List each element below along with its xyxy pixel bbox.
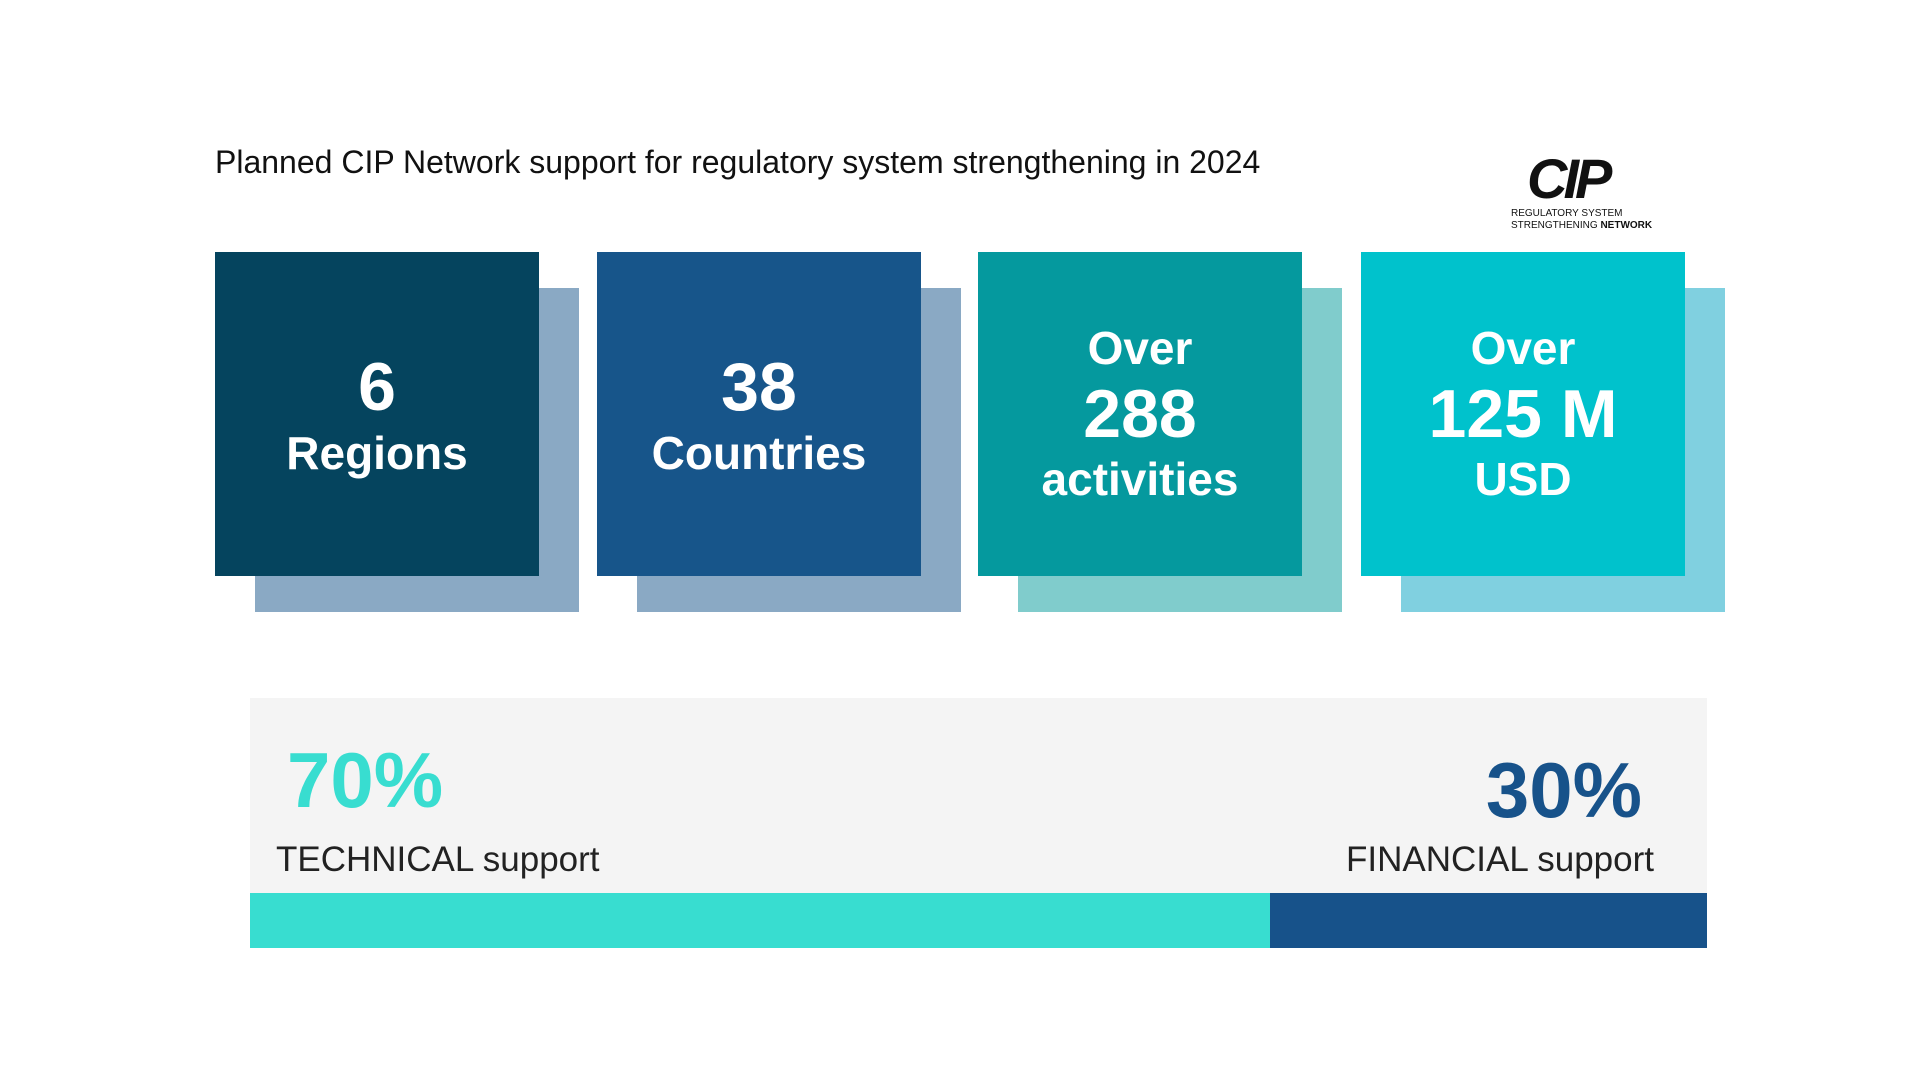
logo: CIP REGULATORY SYSTEM STRENGTHENING NETW… bbox=[1507, 146, 1670, 235]
card: Over 288 activities bbox=[978, 252, 1302, 576]
logo-text: STRENGTHENING bbox=[1511, 220, 1598, 231]
card-number: 125 M bbox=[1428, 375, 1618, 452]
logo-text: NETWORK bbox=[1600, 220, 1653, 231]
split-bar bbox=[1269, 893, 1707, 948]
percent-label: 70% bbox=[287, 736, 444, 824]
card: Over 125 M USD bbox=[1361, 252, 1685, 576]
card-unit: Countries bbox=[651, 426, 867, 479]
card-unit: Regions bbox=[286, 426, 468, 479]
card-number: 6 bbox=[358, 349, 396, 426]
percent-caption: TECHNICAL support bbox=[276, 840, 600, 879]
card-number: 288 bbox=[1083, 375, 1197, 452]
card: 6 Regions bbox=[215, 252, 539, 576]
percent-caption: FINANCIAL support bbox=[1346, 840, 1654, 879]
title: Planned CIP Network support for regulato… bbox=[215, 144, 1261, 180]
split-bar bbox=[250, 893, 1270, 948]
logo-mark: CIP bbox=[1527, 147, 1612, 210]
card-unit: USD bbox=[1474, 453, 1572, 506]
logo-text: STRENGTHENING NETWORK bbox=[1511, 220, 1652, 231]
card-prefix: Over bbox=[1087, 322, 1193, 375]
percent-label: 30% bbox=[1485, 746, 1642, 834]
card: 38 Countries bbox=[597, 252, 921, 576]
logo-text: REGULATORY SYSTEM bbox=[1511, 208, 1623, 219]
card-unit: activities bbox=[1041, 453, 1239, 506]
card-prefix: Over bbox=[1470, 322, 1576, 375]
card-number: 38 bbox=[721, 349, 797, 426]
